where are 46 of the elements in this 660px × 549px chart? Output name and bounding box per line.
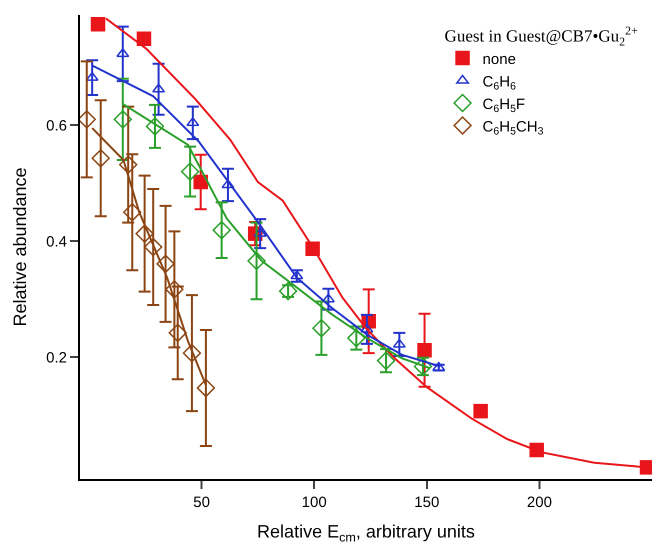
point <box>123 203 142 222</box>
y-axis-title: Relative abundance <box>10 167 30 327</box>
point <box>221 179 234 188</box>
point <box>152 83 166 92</box>
point <box>180 162 200 181</box>
legend-label: none <box>482 50 516 68</box>
point <box>360 324 374 333</box>
point <box>146 117 164 136</box>
point <box>156 254 175 274</box>
point <box>86 72 99 81</box>
point <box>114 110 132 129</box>
point <box>322 293 335 302</box>
point <box>135 224 154 243</box>
point <box>193 174 208 190</box>
point <box>116 48 130 58</box>
y-tick-label: 0.6 <box>46 117 67 134</box>
point <box>136 32 152 46</box>
legend-label: C$_{6}$H$_{5}$CH$_{3}$ <box>482 118 544 138</box>
x-axis-title: Relative E$_{cm}$, arbitrary units <box>257 522 475 544</box>
point <box>182 344 202 362</box>
x-tick-label: 50 <box>193 494 210 511</box>
point <box>144 238 162 256</box>
point <box>417 342 432 358</box>
point <box>168 324 187 342</box>
y-tick-label: 0.4 <box>46 233 67 250</box>
point <box>247 252 266 270</box>
point <box>347 328 366 348</box>
x-tick-label: 100 <box>302 494 327 511</box>
point <box>212 220 231 240</box>
point <box>529 442 544 458</box>
point <box>165 280 184 299</box>
point <box>186 117 200 126</box>
point <box>312 319 331 338</box>
point <box>90 17 106 32</box>
legend-label: C$_{6}$H$_{5}$F <box>482 96 526 115</box>
x-tick-label: 200 <box>526 494 552 511</box>
legend-label: C$_{6}$H$_{6}$ <box>482 73 516 92</box>
point <box>196 378 216 398</box>
point <box>118 155 138 174</box>
x-tick-label: 150 <box>414 494 440 511</box>
point <box>254 228 267 237</box>
point <box>473 404 488 418</box>
point <box>392 338 406 348</box>
y-tick-label: 0.2 <box>46 349 67 366</box>
point <box>92 149 110 168</box>
point <box>376 351 396 370</box>
